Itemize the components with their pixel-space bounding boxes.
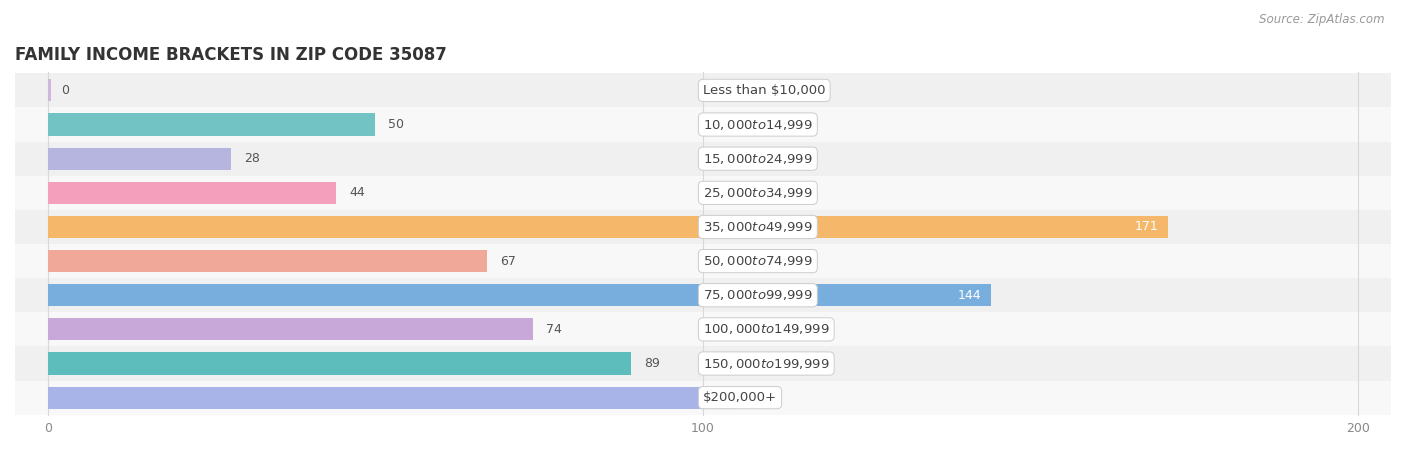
Bar: [48, 284, 991, 306]
Text: $10,000 to $14,999: $10,000 to $14,999: [703, 117, 813, 131]
Text: $35,000 to $49,999: $35,000 to $49,999: [703, 220, 813, 234]
Text: 105: 105: [749, 391, 773, 404]
Bar: [48, 79, 51, 102]
Bar: [48, 182, 336, 204]
Bar: [48, 113, 375, 135]
Bar: [15, 244, 1391, 278]
Text: $200,000+: $200,000+: [703, 391, 778, 404]
Text: $75,000 to $99,999: $75,000 to $99,999: [703, 288, 813, 302]
Text: 89: 89: [644, 357, 659, 370]
Bar: [15, 108, 1391, 142]
Text: 74: 74: [546, 323, 561, 336]
Text: 50: 50: [388, 118, 405, 131]
Bar: [15, 210, 1391, 244]
Text: 67: 67: [501, 255, 516, 268]
Text: 0: 0: [60, 84, 69, 97]
Bar: [15, 381, 1391, 415]
Bar: [48, 318, 533, 341]
Bar: [48, 148, 231, 170]
Bar: [15, 73, 1391, 108]
Bar: [48, 352, 631, 374]
Text: FAMILY INCOME BRACKETS IN ZIP CODE 35087: FAMILY INCOME BRACKETS IN ZIP CODE 35087: [15, 46, 447, 64]
Bar: [48, 387, 735, 409]
Bar: [15, 312, 1391, 346]
Text: $100,000 to $149,999: $100,000 to $149,999: [703, 322, 830, 337]
Text: $15,000 to $24,999: $15,000 to $24,999: [703, 152, 813, 166]
Text: $150,000 to $199,999: $150,000 to $199,999: [703, 356, 830, 370]
Bar: [15, 176, 1391, 210]
Text: $50,000 to $74,999: $50,000 to $74,999: [703, 254, 813, 268]
Bar: [15, 142, 1391, 176]
Text: Less than $10,000: Less than $10,000: [703, 84, 825, 97]
Bar: [48, 216, 1168, 238]
Bar: [15, 346, 1391, 381]
Text: $25,000 to $34,999: $25,000 to $34,999: [703, 186, 813, 200]
Text: 44: 44: [349, 186, 366, 199]
Text: Source: ZipAtlas.com: Source: ZipAtlas.com: [1260, 14, 1385, 27]
Bar: [48, 250, 486, 272]
Bar: [15, 278, 1391, 312]
Text: 144: 144: [957, 289, 981, 302]
Text: 28: 28: [245, 152, 260, 165]
Text: 171: 171: [1135, 220, 1159, 234]
